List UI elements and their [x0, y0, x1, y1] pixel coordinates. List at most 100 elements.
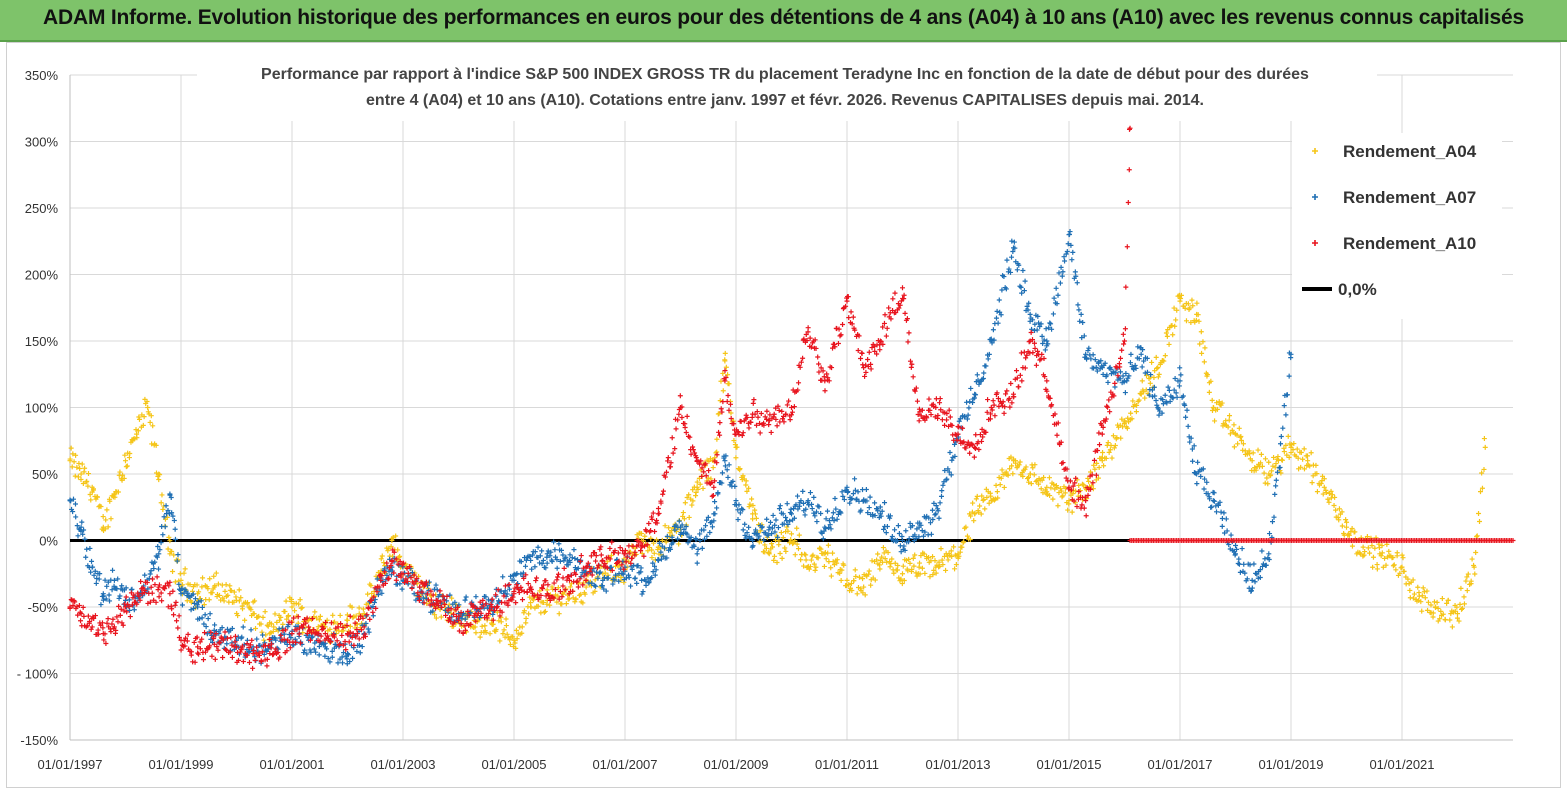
data-point	[1159, 410, 1165, 416]
data-point	[976, 381, 982, 387]
data-point	[473, 594, 479, 600]
data-point	[1458, 585, 1464, 591]
data-point	[1430, 610, 1436, 616]
data-point	[1118, 435, 1124, 441]
data-point	[977, 432, 983, 438]
data-point	[1044, 388, 1050, 394]
data-point	[211, 641, 217, 647]
data-point	[652, 528, 658, 534]
data-point	[289, 596, 295, 602]
data-point	[845, 489, 851, 495]
chart-title-line-1: Performance par rapport à l'indice S&P 5…	[261, 66, 1309, 83]
data-point	[259, 649, 265, 655]
data-point	[899, 533, 905, 539]
data-point	[1077, 318, 1083, 324]
data-point	[493, 592, 499, 598]
data-point	[1163, 330, 1169, 336]
data-point	[868, 582, 874, 588]
data-point	[533, 578, 539, 584]
data-point	[716, 411, 722, 417]
data-point	[277, 654, 283, 660]
data-point	[277, 617, 283, 623]
data-point	[1257, 567, 1263, 573]
data-point	[754, 409, 760, 415]
data-point	[487, 607, 493, 613]
data-point	[1454, 604, 1460, 610]
data-point	[764, 516, 770, 522]
data-point	[1031, 340, 1037, 346]
data-point	[723, 453, 729, 459]
data-point	[808, 344, 814, 350]
data-point	[352, 620, 358, 626]
y-tick-label: 350%	[25, 68, 59, 83]
data-point	[342, 638, 348, 644]
data-point	[624, 554, 630, 560]
data-point	[1195, 459, 1201, 465]
data-point	[701, 527, 707, 533]
data-point	[1391, 562, 1397, 568]
data-point	[1335, 514, 1341, 520]
data-point	[847, 500, 853, 506]
data-point	[944, 476, 950, 482]
data-point	[1184, 407, 1190, 413]
data-point	[295, 614, 301, 620]
data-point	[1108, 366, 1114, 372]
data-point	[248, 607, 254, 613]
x-tick-label: 01/01/2001	[259, 757, 324, 772]
data-point	[937, 563, 943, 569]
data-point	[294, 627, 300, 633]
data-point	[227, 583, 233, 589]
data-point	[1257, 574, 1263, 580]
data-point	[717, 420, 723, 426]
data-point	[1259, 463, 1265, 469]
data-point	[1258, 451, 1264, 457]
data-point	[612, 577, 618, 583]
data-point	[79, 461, 85, 467]
data-point	[78, 477, 84, 483]
data-point	[999, 287, 1005, 293]
data-point	[1247, 451, 1253, 457]
data-point	[256, 613, 262, 619]
data-point	[311, 627, 317, 633]
data-point	[76, 460, 82, 466]
data-point	[878, 513, 884, 519]
data-point	[1314, 471, 1320, 477]
data-point	[692, 450, 698, 456]
data-point	[345, 632, 351, 638]
data-point	[1126, 373, 1132, 379]
data-point	[668, 460, 674, 466]
data-point	[779, 408, 785, 414]
data-point	[939, 557, 945, 563]
data-point	[618, 574, 624, 580]
data-point	[943, 567, 949, 573]
data-point	[1085, 348, 1091, 354]
data-point	[365, 626, 371, 632]
data-point	[179, 585, 185, 591]
data-point	[1510, 538, 1516, 543]
data-point	[974, 493, 980, 499]
data-point	[1075, 302, 1081, 308]
data-point	[181, 570, 187, 576]
data-point	[497, 638, 503, 644]
data-point	[593, 583, 599, 589]
data-point	[195, 650, 201, 656]
data-point	[209, 653, 215, 659]
data-point	[379, 573, 385, 579]
data-point	[1185, 301, 1191, 307]
data-point	[1425, 599, 1431, 605]
data-point	[353, 613, 359, 619]
data-point	[142, 572, 148, 578]
data-point	[374, 576, 380, 582]
data-point	[988, 405, 994, 410]
data-point	[524, 589, 530, 595]
data-point	[1247, 456, 1253, 462]
data-point	[293, 600, 299, 606]
data-point	[924, 415, 930, 421]
data-point	[1272, 491, 1278, 497]
data-point	[216, 640, 222, 646]
data-point	[555, 593, 561, 599]
data-point	[283, 598, 289, 604]
data-point	[228, 635, 234, 641]
data-point	[866, 349, 872, 355]
data-point	[1481, 436, 1487, 442]
